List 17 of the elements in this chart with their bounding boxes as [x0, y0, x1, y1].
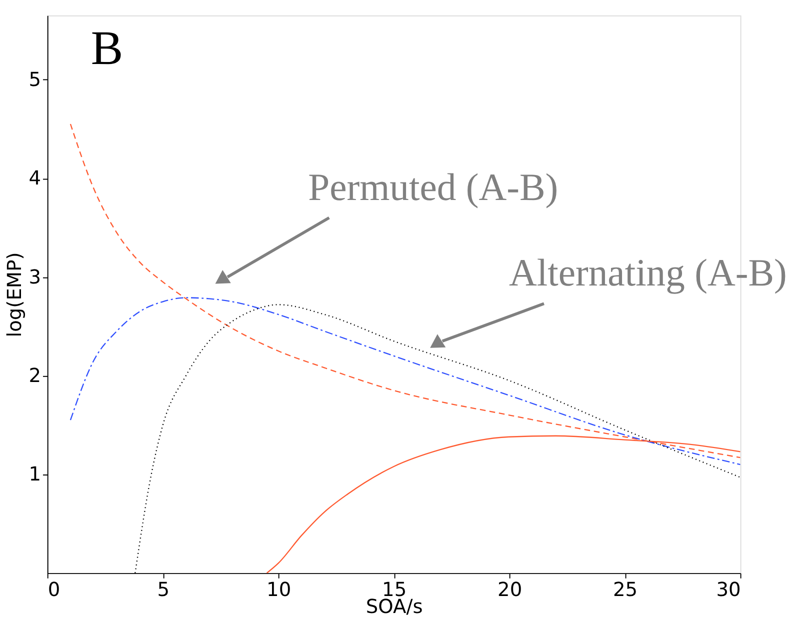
x-axis-title: SOA/s: [366, 595, 423, 618]
y-tick-label: 2: [28, 364, 42, 387]
y-tick-label: 4: [28, 166, 42, 190]
y-tick-label: 5: [28, 68, 42, 91]
y-tick-label: 3: [28, 265, 42, 288]
x-tick-label: 0: [48, 578, 60, 601]
annotation: Alternating (A-B): [508, 252, 787, 295]
y-tick-label: 1: [28, 462, 42, 486]
x-tick-label: 25: [613, 578, 638, 601]
annotation: Permuted (A-B): [308, 166, 558, 209]
y-axis-title: log(EMP): [3, 252, 26, 338]
x-tick-label: 20: [498, 578, 522, 601]
line-series: [70, 297, 740, 466]
x-tick-label: 30: [716, 578, 741, 601]
x-tick-label: 5: [157, 578, 170, 601]
annotation: B: [90, 22, 124, 75]
x-tick-label: 10: [266, 578, 292, 601]
